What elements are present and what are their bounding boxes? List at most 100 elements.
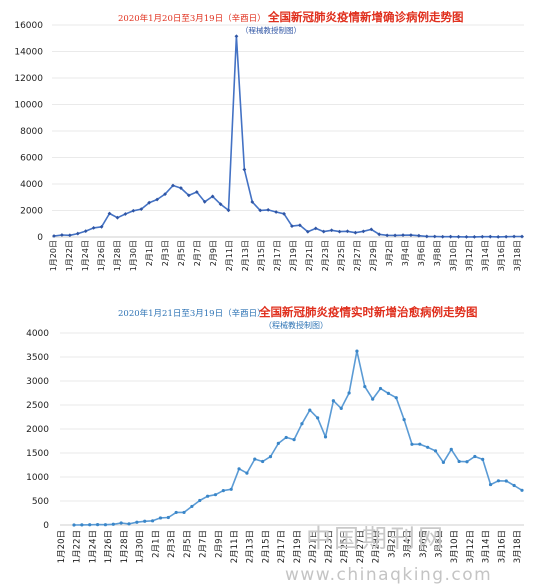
chart-2-data-point xyxy=(465,460,469,464)
chart-2-x-tick-label: 2月27日 xyxy=(356,530,366,563)
chart-2-data-point xyxy=(135,520,139,524)
chart-2-data-point xyxy=(426,445,430,449)
chart-2-data-point xyxy=(331,399,335,403)
chart-1-x-tick-label: 2月15日 xyxy=(257,240,266,271)
chart-1-y-tick-label: 16000 xyxy=(14,21,43,31)
chart-1-data-point xyxy=(504,234,509,239)
chart-1-data-point xyxy=(99,224,104,229)
chart-1-y-tick-label: 12000 xyxy=(14,74,43,84)
watermark-cn: 中国期刊网 xyxy=(306,524,446,553)
chart-2-data-point xyxy=(410,442,414,446)
chart-1-series-line xyxy=(53,35,522,238)
chart-2-data-point xyxy=(213,493,218,497)
chart-2-subtitle: （程械教授制图） xyxy=(264,320,328,330)
chart-1-data-point xyxy=(448,234,453,239)
chart-1-data-point xyxy=(440,234,445,239)
chart-1-x-tick-label: 2月13日 xyxy=(241,240,250,271)
chart-2-x-tick-label: 3月16日 xyxy=(497,530,507,563)
watermark-url: www.chinaqking.com xyxy=(285,565,492,585)
chart-2-gridlines xyxy=(60,332,524,526)
chart-1-data-point xyxy=(290,224,294,229)
chart-1-title: 全国新冠肺炎疫情新增确诊病例走势图 xyxy=(267,10,464,24)
chart-2-y-tick-label: 2500 xyxy=(26,401,49,411)
chart-2-header: 2020年1月21日至3月19日（辛酉日） 全国新冠肺炎疫情实时新增治愈病例走势… xyxy=(118,305,478,330)
chart-1-data-point xyxy=(218,202,223,207)
chart-1-x-tick-label: 3月10日 xyxy=(449,240,458,271)
chart-2-data-point xyxy=(347,391,351,395)
chart-1-data-point xyxy=(488,234,493,239)
chart-1-x-tick-label: 1月30日 xyxy=(129,240,138,271)
chart-2-data-point xyxy=(378,386,383,391)
chart-1-x-tick-label: 1月28日 xyxy=(113,240,122,271)
chart-2-y-axis: 0 500 1000 1500 2000 2500 3000 3500 4000 xyxy=(26,329,49,531)
chart-2-data-point xyxy=(72,523,76,527)
chart-2-data-point xyxy=(488,482,493,487)
chart-2-title: 全国新冠肺炎疫情实时新增治愈病例走势图 xyxy=(258,305,478,319)
chart-1-x-tick-label: 2月7日 xyxy=(193,240,202,266)
chart-1-x-tick-label: 3月16日 xyxy=(497,240,506,271)
chart-2-data-point xyxy=(481,457,485,461)
chart-1-data-point xyxy=(401,233,405,238)
chart-1-data-point xyxy=(424,234,429,239)
chart-1-x-tick-label: 3月18日 xyxy=(513,240,522,271)
chart-2-data-point xyxy=(512,483,516,488)
chart-1-data-point xyxy=(171,183,175,188)
chart-1-y-axis: 0 2000 4000 6000 8000 10000 12000 14000 16000 xyxy=(14,21,43,243)
chart-2-x-tick-label: 1月30日 xyxy=(136,530,146,563)
chart-2-data-point xyxy=(473,454,477,459)
chart-1-data-point xyxy=(361,229,366,234)
chart-2-x-tick-label: 2月19日 xyxy=(293,530,303,563)
chart-2-data-point xyxy=(158,516,163,520)
chart-2-x-tick-label: 3月18日 xyxy=(513,530,523,563)
chart-2-title-prefix: 2020年1月21日至3月19日（辛酉日） xyxy=(118,308,266,319)
chart-2-data-point xyxy=(457,459,461,464)
chart-2-x-tick-label: 1月28日 xyxy=(120,530,130,563)
chart-1-x-tick-label: 2月19日 xyxy=(289,240,298,271)
chart-1-data-point xyxy=(234,34,239,39)
chart-1-y-tick-label: 0 xyxy=(37,233,43,243)
chart-1-data-point xyxy=(385,233,390,238)
chart-1-data-point xyxy=(416,233,421,238)
chart-2-data-point xyxy=(127,522,131,526)
chart-1-x-tick-label: 1月26日 xyxy=(97,240,106,271)
chart-2-x-tick-label: 2月11日 xyxy=(230,530,240,563)
chart-1-data-point xyxy=(52,234,56,238)
chart-1-data-point xyxy=(250,200,255,204)
chart-1-data-point xyxy=(464,234,469,239)
chart-1-data-point xyxy=(115,215,120,220)
chart-2-x-tick-label: 2月25日 xyxy=(340,530,350,563)
chart-2-x-tick-label: 1月22日 xyxy=(73,530,83,563)
chart-2-data-point xyxy=(276,441,280,445)
chart-1-x-tick-label: 2月29日 xyxy=(369,240,378,271)
chart-2-x-tick-label: 1月24日 xyxy=(89,530,99,563)
chart-1-data-point xyxy=(163,192,167,197)
chart-1-y-tick-label: 8000 xyxy=(20,127,43,137)
chart-1-data-point xyxy=(345,229,350,234)
chart-2-data-point xyxy=(284,435,288,440)
chart-2-data-point xyxy=(433,449,438,453)
chart-2-x-tick-label: 2月5日 xyxy=(183,530,193,558)
chart-2-data-point xyxy=(253,457,257,461)
chart-1-y-tick-label: 4000 xyxy=(20,180,43,190)
chart-2-x-tick-label: 3月14日 xyxy=(482,530,492,563)
chart-1-header: 2020年1月20日至3月19日（辛酉日） 全国新冠肺炎疫情新增确诊病例走势图 … xyxy=(118,10,464,35)
chart-2-x-tick-label: 2月21日 xyxy=(309,530,319,563)
chart-2-x-tick-label: 1月20日 xyxy=(57,530,67,563)
chart-1-data-point xyxy=(369,227,374,232)
chart-1-x-tick-label: 2月23日 xyxy=(321,240,330,271)
chart-2-data-point xyxy=(355,349,359,353)
chart-1-data-point xyxy=(377,232,382,237)
chart-1-data-point xyxy=(329,228,334,233)
chart-1-title-prefix: 2020年1月20日至3月19日（辛酉日） xyxy=(118,13,266,24)
chart-1-data-point xyxy=(226,208,231,213)
chart-1-data-point xyxy=(305,229,310,234)
chart-1-x-tick-label: 3月6日 xyxy=(417,240,426,266)
chart-1-data-point xyxy=(353,230,358,235)
chart-1-data-point xyxy=(274,210,279,214)
chart-1-data-point xyxy=(83,229,88,234)
chart-2-x-tick-label: 3月10日 xyxy=(450,530,460,563)
chart-2-data-point xyxy=(323,435,328,439)
chart-2-data-point xyxy=(103,523,108,527)
chart-1-data-point xyxy=(432,234,437,239)
